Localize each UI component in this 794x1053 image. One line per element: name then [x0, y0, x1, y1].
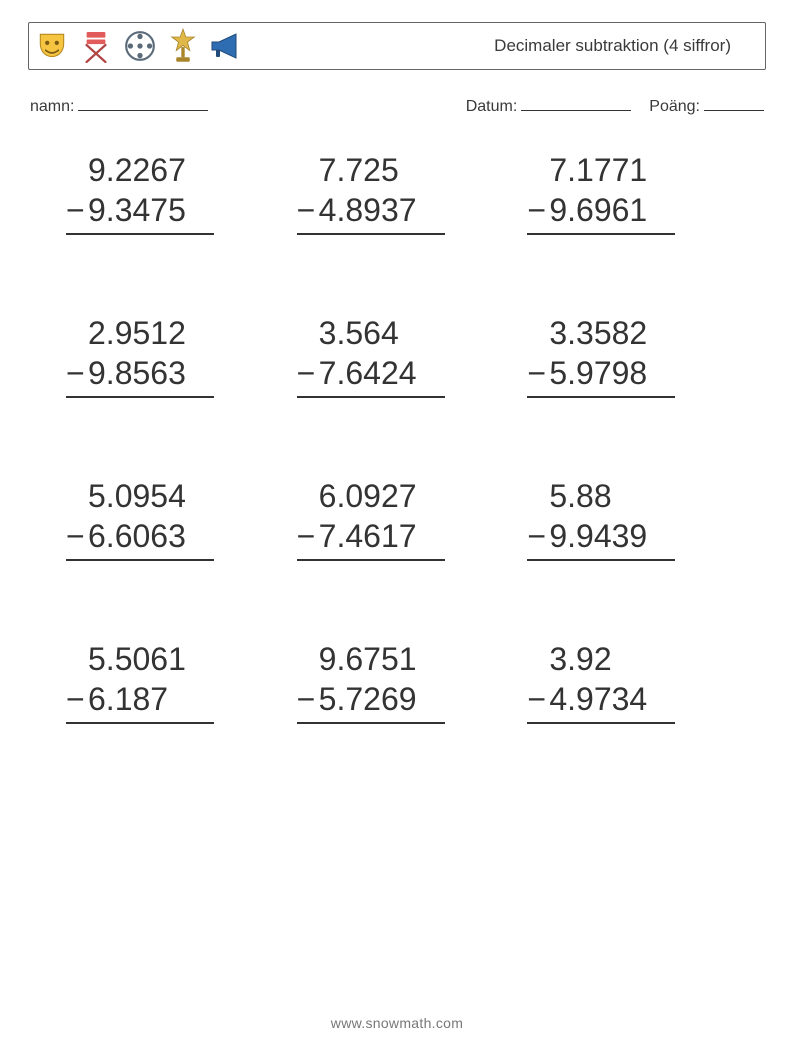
minuend: 5.0954: [66, 476, 186, 516]
subtrahend-row: −6.6063: [66, 516, 214, 561]
date-blank[interactable]: [521, 94, 631, 111]
operator: −: [527, 516, 549, 556]
meta-row: namn: Datum: Poäng:: [28, 94, 766, 116]
subtrahend-row: −9.8563: [66, 353, 214, 398]
theater-masks-icon: [35, 29, 69, 63]
subtrahend: 6.6063: [88, 516, 186, 556]
subtrahend: 7.4617: [319, 516, 417, 556]
minuend: 7.1771: [527, 150, 647, 190]
subtrahend-row: −4.9734: [527, 679, 675, 724]
subtrahend-row: −5.9798: [527, 353, 675, 398]
subtrahend-row: −9.6961: [527, 190, 675, 235]
minuend: 9.2267: [66, 150, 186, 190]
subtrahend: 4.8937: [319, 190, 417, 230]
header-icon-row: [35, 28, 245, 64]
director-chair-icon: [81, 29, 111, 63]
film-reel-icon: [123, 29, 157, 63]
problem: 5.88−9.9439: [527, 476, 728, 561]
subtrahend: 6.187: [88, 679, 168, 719]
operator: −: [527, 679, 549, 719]
problem: 2.9512−9.8563: [66, 313, 267, 398]
operator: −: [297, 516, 319, 556]
header: Decimaler subtraktion (4 siffror): [28, 22, 766, 70]
minuend: 3.92: [527, 639, 611, 679]
score-label: Poäng:: [649, 98, 700, 116]
minuend: 3.3582: [527, 313, 647, 353]
subtrahend-row: −9.3475: [66, 190, 214, 235]
minuend: 3.564: [297, 313, 399, 353]
operator: −: [66, 679, 88, 719]
problem: 5.0954−6.6063: [66, 476, 267, 561]
minuend: 2.9512: [66, 313, 186, 353]
operator: −: [297, 679, 319, 719]
operator: −: [527, 190, 549, 230]
subtrahend-row: −5.7269: [297, 679, 445, 724]
subtrahend-row: −7.6424: [297, 353, 445, 398]
name-label: namn:: [30, 98, 74, 116]
problem: 7.725−4.8937: [297, 150, 498, 235]
operator: −: [66, 190, 88, 230]
subtrahend-row: −9.9439: [527, 516, 675, 561]
problem-grid: 9.2267−9.34757.725−4.89377.1771−9.69612.…: [28, 150, 766, 724]
subtrahend: 4.9734: [549, 679, 647, 719]
worksheet-title: Decimaler subtraktion (4 siffror): [494, 36, 751, 56]
footer-url: www.snowmath.com: [0, 1015, 794, 1031]
minuend: 5.5061: [66, 639, 186, 679]
subtrahend: 5.9798: [549, 353, 647, 393]
problem: 3.3582−5.9798: [527, 313, 728, 398]
subtrahend-row: −6.187: [66, 679, 214, 724]
minuend: 9.6751: [297, 639, 417, 679]
problem: 9.6751−5.7269: [297, 639, 498, 724]
problem: 3.564−7.6424: [297, 313, 498, 398]
subtrahend: 7.6424: [319, 353, 417, 393]
award-trophy-icon: [169, 28, 197, 64]
problem: 9.2267−9.3475: [66, 150, 267, 235]
minuend: 5.88: [527, 476, 611, 516]
minuend: 7.725: [297, 150, 399, 190]
subtrahend: 5.7269: [319, 679, 417, 719]
date-label: Datum:: [466, 98, 518, 116]
operator: −: [66, 353, 88, 393]
problem: 7.1771−9.6961: [527, 150, 728, 235]
operator: −: [297, 353, 319, 393]
operator: −: [527, 353, 549, 393]
operator: −: [297, 190, 319, 230]
subtrahend-row: −4.8937: [297, 190, 445, 235]
megaphone-icon: [209, 30, 245, 62]
problem: 5.5061−6.187: [66, 639, 267, 724]
subtrahend: 9.6961: [549, 190, 647, 230]
name-blank[interactable]: [78, 94, 208, 111]
score-blank[interactable]: [704, 94, 764, 111]
problem: 3.92−4.9734: [527, 639, 728, 724]
operator: −: [66, 516, 88, 556]
subtrahend-row: −7.4617: [297, 516, 445, 561]
minuend: 6.0927: [297, 476, 417, 516]
subtrahend: 9.9439: [549, 516, 647, 556]
subtrahend: 9.3475: [88, 190, 186, 230]
subtrahend: 9.8563: [88, 353, 186, 393]
problem: 6.0927−7.4617: [297, 476, 498, 561]
